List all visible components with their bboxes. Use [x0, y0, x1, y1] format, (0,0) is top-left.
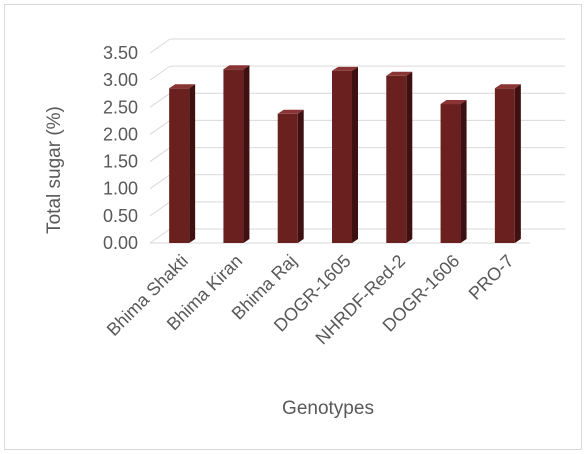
bar-front [386, 75, 407, 243]
gridline-side [149, 228, 171, 244]
y-tick-label: 0.00 [103, 233, 138, 253]
bars [169, 65, 521, 244]
y-tick-label: 2.00 [103, 124, 138, 144]
x-tick-label: PRO-7 [465, 251, 518, 304]
gridline-side [149, 201, 171, 217]
bar [494, 84, 521, 244]
bar-top [494, 84, 521, 89]
y-tick-label: 2.50 [103, 97, 138, 117]
bar-side [189, 84, 196, 244]
bar-top [277, 109, 304, 114]
bar-front [332, 70, 352, 244]
bar [277, 109, 304, 243]
y-axis-ticks: 0.00 0.50 1.00 1.50 2.00 2.50 3.00 3.50 [103, 43, 138, 253]
y-tick-label: 3.50 [103, 43, 138, 63]
gridline-side [149, 38, 171, 54]
bar [169, 84, 196, 244]
gridline-side [149, 120, 171, 135]
bar-front [169, 88, 190, 244]
bar-side [297, 109, 304, 243]
bar-top [440, 100, 467, 105]
bar-side [243, 65, 250, 244]
bar [332, 66, 358, 244]
gridline-side [149, 147, 171, 162]
bar-top [169, 84, 196, 89]
bar-side [352, 66, 358, 244]
gridline-side [149, 65, 171, 81]
y-tick-label: 0.50 [103, 206, 138, 226]
bar-front [277, 113, 298, 243]
bar [223, 65, 250, 244]
y-tick-label: 1.00 [103, 179, 138, 199]
bar-front [223, 69, 244, 244]
bar-front [494, 88, 515, 244]
bar-side [460, 100, 467, 244]
gridline-side [149, 92, 171, 108]
bar-top [332, 66, 358, 71]
bar-front [440, 104, 461, 244]
bar-side [514, 84, 521, 244]
bar-top [386, 71, 413, 76]
bar [440, 100, 467, 244]
gridline-side [149, 174, 171, 190]
y-tick-label: 3.00 [103, 70, 138, 90]
bar [386, 71, 413, 243]
x-axis-title: Genotypes [282, 398, 374, 419]
y-axis-title: Total sugar (%) [44, 106, 65, 234]
y-tick-label: 1.50 [103, 152, 138, 172]
bar-top [223, 65, 250, 70]
bar-side [406, 71, 413, 243]
